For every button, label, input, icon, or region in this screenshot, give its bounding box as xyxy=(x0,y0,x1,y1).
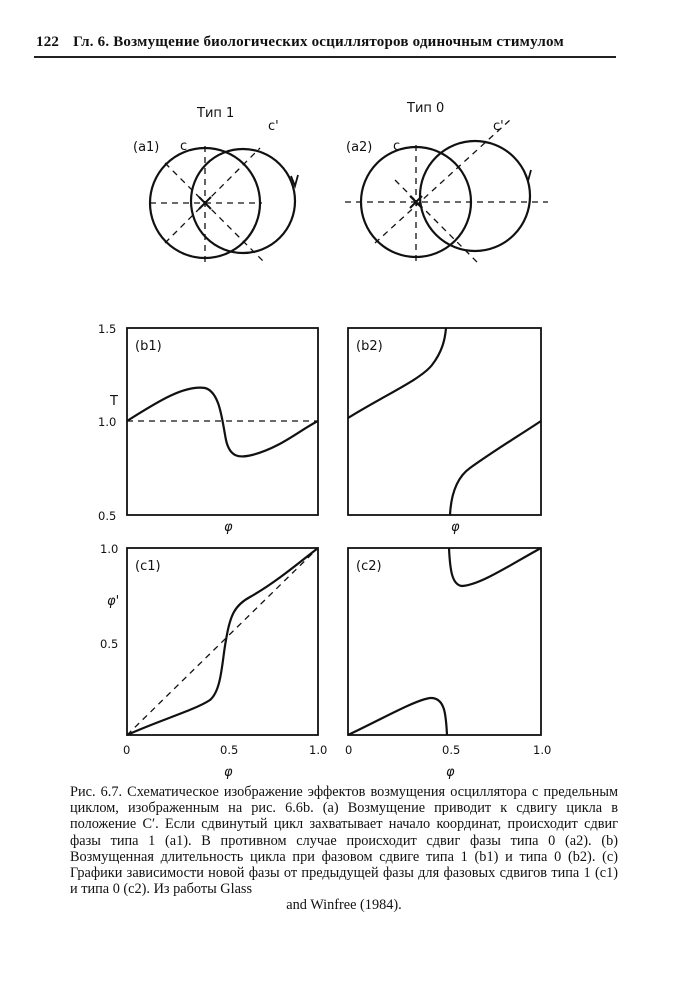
panel-a2 xyxy=(345,119,548,264)
panel-c2 xyxy=(347,547,542,736)
panel-c1 xyxy=(126,547,319,737)
panel-a1 xyxy=(148,146,299,264)
panel-b2-label: (b2) xyxy=(356,339,383,354)
page-number: 122 xyxy=(36,34,60,50)
diagonal-dashed xyxy=(164,147,261,244)
panel-a1-label: (a1) xyxy=(133,140,159,155)
cycle-c xyxy=(359,145,473,259)
panel-b1-label: (b1) xyxy=(135,339,162,354)
xtick-label: 1.0 xyxy=(309,743,327,757)
label-c: c xyxy=(393,139,400,154)
ytick-label: 0.5 xyxy=(98,509,116,523)
ytick-label: 1.0 xyxy=(100,542,118,556)
header-rule xyxy=(34,56,616,58)
ytick-label: 0.5 xyxy=(100,637,118,651)
arrow-icon xyxy=(523,169,532,184)
running-header: 122 Гл. 6. Возмущение биологических осци… xyxy=(36,34,616,51)
ytick-label: 1.5 xyxy=(98,322,116,336)
caption-text: Рис. 6.7. Схематическое изображение эффе… xyxy=(70,784,618,898)
cycle-c-prime xyxy=(189,147,297,255)
x-axis-label: φ xyxy=(451,520,460,535)
curve-upper xyxy=(347,327,448,419)
curve-upper xyxy=(447,547,542,588)
diagonal-dashed xyxy=(164,162,266,264)
xtick-label: 1.0 xyxy=(533,743,551,757)
panel-a1-title: Тип 1 xyxy=(196,106,234,121)
xtick-label: 0 xyxy=(123,743,130,757)
running-title: Гл. 6. Возмущение биологических осциллят… xyxy=(73,34,564,50)
label-c-prime: c' xyxy=(493,119,504,134)
panel-c2-label: (c2) xyxy=(356,559,382,574)
ytick-label: 1.0 xyxy=(98,415,116,429)
curve xyxy=(126,386,319,458)
x-axis-label: φ xyxy=(446,765,455,780)
panel-c1-label: (c1) xyxy=(135,559,161,574)
caption-last-line: and Winfree (1984). xyxy=(286,897,402,914)
label-c: c xyxy=(180,139,187,154)
panel-b2 xyxy=(347,327,542,516)
panel-a2-label: (a2) xyxy=(346,140,372,155)
curve-lower xyxy=(347,696,449,736)
origin-marker xyxy=(409,195,423,209)
xtick-label: 0.5 xyxy=(442,743,460,757)
curve-lower xyxy=(448,420,542,516)
curve xyxy=(126,547,319,737)
panel-a2-title: Тип 0 xyxy=(406,101,444,116)
figure-caption: Рис. 6.7. Схематическое изображение эффе… xyxy=(70,784,618,914)
cycle-c xyxy=(148,146,262,260)
xtick-label: 0 xyxy=(345,743,352,757)
origin-marker xyxy=(198,196,212,210)
arrow-icon xyxy=(290,174,299,189)
figure-6-7: Тип 1 (a1) c c' Тип 0 (a2) c c' (b1) (b2… xyxy=(98,101,551,780)
x-axis-label: φ xyxy=(224,765,233,780)
panel-b1 xyxy=(126,327,319,516)
x-axis-label: φ xyxy=(224,520,233,535)
xtick-label: 0.5 xyxy=(220,743,238,757)
y-axis-label: φ' xyxy=(107,594,119,609)
cycle-c-prime xyxy=(418,139,532,253)
y-axis-label: T xyxy=(109,394,118,409)
label-c-prime: c' xyxy=(268,119,279,134)
